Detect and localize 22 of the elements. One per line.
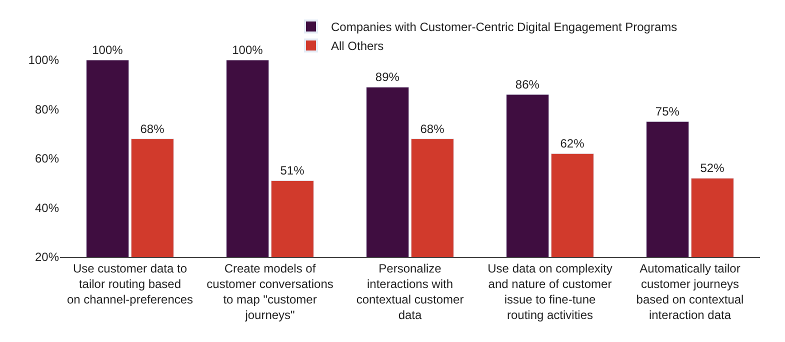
- x-tick-label: Automatically tailor customer journeys based on contextual interaction data: [636, 261, 744, 322]
- x-tick-label: Create models of customer conversations to map "customer journeys": [206, 261, 334, 322]
- data-label: 62%: [560, 136, 585, 151]
- data-label: 68%: [140, 122, 165, 136]
- x-tick-label: Use customer data to tailor routing based on channel-preferences: [66, 261, 194, 307]
- x-tick-label: Use data on complexity and nature of customer issue to fine-tune routing activities: [488, 261, 612, 322]
- data-label: 89%: [375, 70, 400, 84]
- y-tick-label: 80%: [34, 102, 60, 116]
- y-tick-label: 60%: [34, 152, 60, 166]
- data-label: 75%: [655, 104, 680, 119]
- data-label: 52%: [700, 161, 725, 176]
- y-tick-label: 40%: [34, 200, 60, 215]
- data-label: 100%: [232, 43, 264, 57]
- y-tick-label: 20%: [34, 250, 60, 264]
- x-tick-label: Personalize interactions with contextual customer data: [356, 261, 464, 322]
- data-label: 100%: [92, 43, 124, 57]
- y-tick-label: 100%: [28, 53, 60, 68]
- legend-label: Companies with Customer-Centric Digital Engagement Programs: [331, 20, 678, 34]
- data-label: 86%: [515, 77, 540, 92]
- data-label: 51%: [280, 164, 305, 178]
- data-label: 68%: [420, 122, 445, 136]
- legend-label: All Others: [331, 39, 384, 54]
